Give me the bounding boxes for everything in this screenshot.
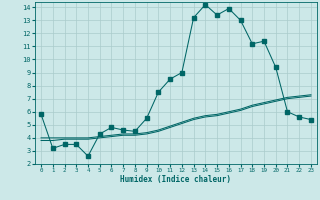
X-axis label: Humidex (Indice chaleur): Humidex (Indice chaleur) <box>121 175 231 184</box>
